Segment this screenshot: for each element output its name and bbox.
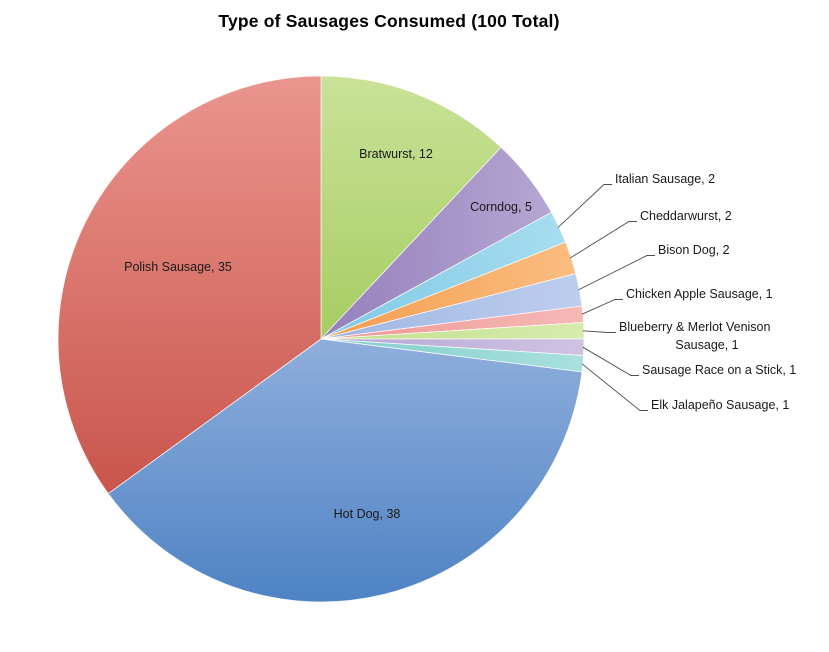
slice-label-blueberry-merlot-venison-sausage: Sausage, 1 bbox=[675, 338, 738, 352]
leader-line-blueberry-merlot-venison-sausage bbox=[582, 330, 616, 333]
slice-label-bratwurst: Bratwurst, 12 bbox=[359, 147, 433, 161]
leader-line-chicken-apple-sausage bbox=[581, 299, 623, 315]
leader-line-sausage-race-on-a-stick bbox=[582, 346, 639, 376]
slice-label-chicken-apple-sausage: Chicken Apple Sausage, 1 bbox=[626, 287, 773, 301]
pie-slice-bratwurst bbox=[320, 75, 502, 341]
leader-line-bison-dog bbox=[578, 255, 655, 291]
slice-label-polish-sausage: Polish Sausage, 35 bbox=[124, 260, 232, 274]
leader-line-cheddarwurst bbox=[569, 221, 637, 259]
slice-label-bison-dog: Bison Dog, 2 bbox=[658, 243, 730, 257]
slice-label-sausage-race-on-a-stick: Sausage Race on a Stick, 1 bbox=[642, 363, 796, 377]
slice-label-hot-dog: Hot Dog, 38 bbox=[334, 507, 401, 521]
slice-label-cheddarwurst: Cheddarwurst, 2 bbox=[640, 209, 732, 223]
pie-slice-polish-sausage bbox=[57, 75, 322, 495]
leader-line-italian-sausage bbox=[557, 184, 612, 228]
slice-label-elk-jalape-o-sausage: Elk Jalapeño Sausage, 1 bbox=[651, 398, 789, 412]
slice-label-blueberry-merlot-venison-sausage: Blueberry & Merlot Venison bbox=[619, 320, 771, 334]
chart-title: Type of Sausages Consumed (100 Total) bbox=[218, 11, 560, 31]
slice-label-italian-sausage: Italian Sausage, 2 bbox=[615, 172, 715, 186]
pie-slice-hot-dog bbox=[107, 338, 583, 603]
slice-label-corndog: Corndog, 5 bbox=[470, 200, 532, 214]
leader-line-elk-jalape-o-sausage bbox=[581, 363, 648, 411]
